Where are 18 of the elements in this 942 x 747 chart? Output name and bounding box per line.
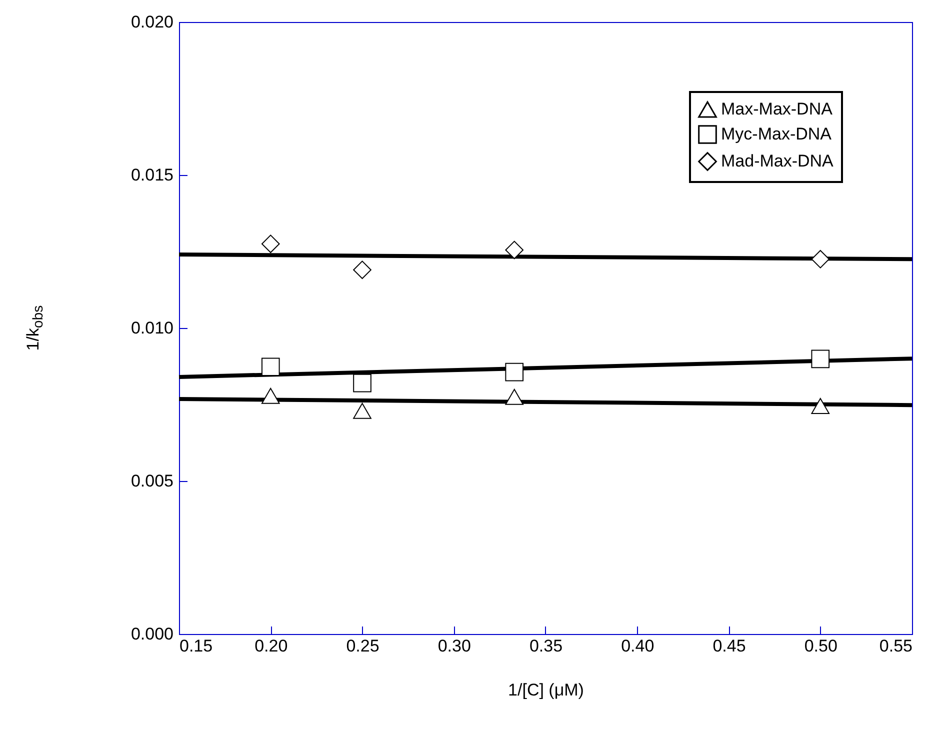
y-tick-label: 0.015	[130, 166, 174, 184]
x-tick-label: 0.30	[438, 636, 471, 656]
x-tick-label: 0.15	[180, 636, 213, 656]
y-tick-label: 0.000	[130, 624, 174, 644]
x-tick-label: 0.35	[529, 636, 563, 656]
x-tick-label: 0.50	[804, 636, 838, 656]
x-axis-title: 1/[C] (μM)	[508, 680, 584, 700]
x-tick-label: 0.20	[254, 636, 288, 656]
x-tick-label: 0.25	[346, 636, 380, 656]
x-tick-label: 0.45	[712, 636, 746, 656]
y-tick-label: 0.020	[130, 12, 174, 32]
y-tick-label: 0.010	[130, 318, 174, 338]
legend-label: Myc-Max-DNA	[721, 124, 832, 144]
x-tick-label: 0.40	[621, 636, 654, 656]
legend-label: Max-Max-DNA	[721, 100, 834, 118]
x-tick-label: 0.55	[879, 636, 912, 656]
legend-label: Mad-Max-DNA	[721, 152, 834, 170]
y-tick-label: 0.005	[130, 472, 174, 490]
